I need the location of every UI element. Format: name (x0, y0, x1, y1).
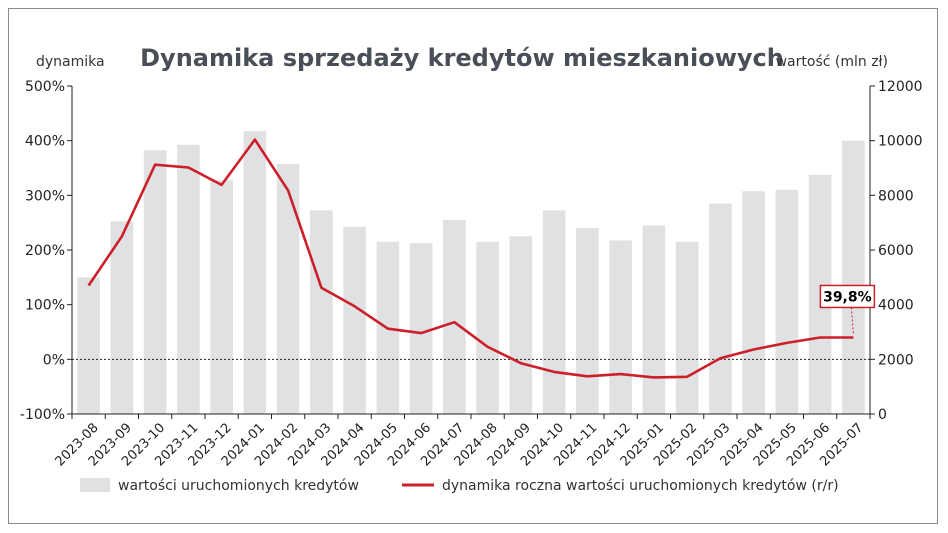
chart-title: Dynamika sprzedaży kredytów mieszkaniowy… (140, 44, 784, 72)
bar-2024-04 (343, 226, 366, 414)
bar-2024-11 (576, 228, 599, 414)
callout-box (819, 284, 876, 309)
right-tick-label: 6000 (878, 243, 914, 259)
x-tick-labels: 2023-082023-092023-102023-112023-122024-… (53, 420, 867, 469)
left-tick-label: 100% (25, 298, 65, 314)
bar-2025-02 (675, 241, 699, 414)
bar-2025-01 (642, 225, 666, 414)
axes (67, 85, 875, 419)
bar-2024-09 (509, 236, 533, 414)
bar-2024-02 (276, 163, 300, 414)
bar-2023-09 (110, 221, 134, 414)
left-tick-label: 200% (25, 243, 65, 259)
callout-leader (850, 307, 854, 334)
legend-label-line: dynamika roczna wartości uruchomionych k… (442, 478, 839, 494)
bar-2024-03 (310, 210, 333, 414)
callout: 39,8% (819, 284, 876, 334)
bar-2025-04 (742, 191, 765, 414)
right-axis-label: wartość (mln zł) (776, 54, 888, 70)
legend-swatch-bars (80, 478, 110, 492)
right-tick-label: 4000 (878, 298, 914, 314)
left-tick-label: -100% (20, 407, 65, 423)
dynamics-line (87, 138, 854, 379)
legend: wartości uruchomionych kredytów dynamika… (80, 478, 839, 494)
left-axis-label: dynamika (36, 54, 105, 70)
bar-2025-03 (709, 203, 732, 414)
chart-frame (8, 8, 938, 524)
left-tick-label: 400% (25, 134, 65, 150)
right-tick-label: 10000 (878, 134, 923, 150)
bar-2023-10 (143, 150, 167, 414)
bar-2023-11 (177, 144, 200, 414)
bar-2024-07 (443, 219, 466, 414)
bar-2024-06 (409, 243, 433, 414)
callout-label: 39,8% (823, 289, 872, 305)
bar-2024-01 (243, 131, 267, 414)
bar-2025-05 (775, 189, 799, 414)
bar-2023-12 (210, 180, 233, 414)
left-tick-labels: 500% 400% 300% 200% 100% 0% -100% (20, 79, 65, 423)
right-tick-label: 0 (878, 407, 887, 423)
bar-2025-07 (842, 140, 865, 414)
right-tick-label: 2000 (878, 352, 914, 368)
legend-label-bars: wartości uruchomionych kredytów (118, 478, 359, 494)
right-tick-label: 12000 (878, 79, 923, 95)
bar-2023-08 (77, 277, 100, 414)
bar-2024-10 (542, 210, 566, 414)
left-tick-label: 300% (25, 188, 65, 204)
right-tick-labels: 12000 10000 8000 6000 4000 2000 0 (878, 79, 923, 423)
left-tick-label: 0% (43, 352, 65, 368)
bar-2024-08 (476, 241, 499, 414)
bar-2024-12 (609, 240, 632, 414)
right-tick-label: 8000 (878, 188, 914, 204)
left-tick-label: 500% (25, 79, 65, 95)
bar-series (77, 131, 865, 414)
